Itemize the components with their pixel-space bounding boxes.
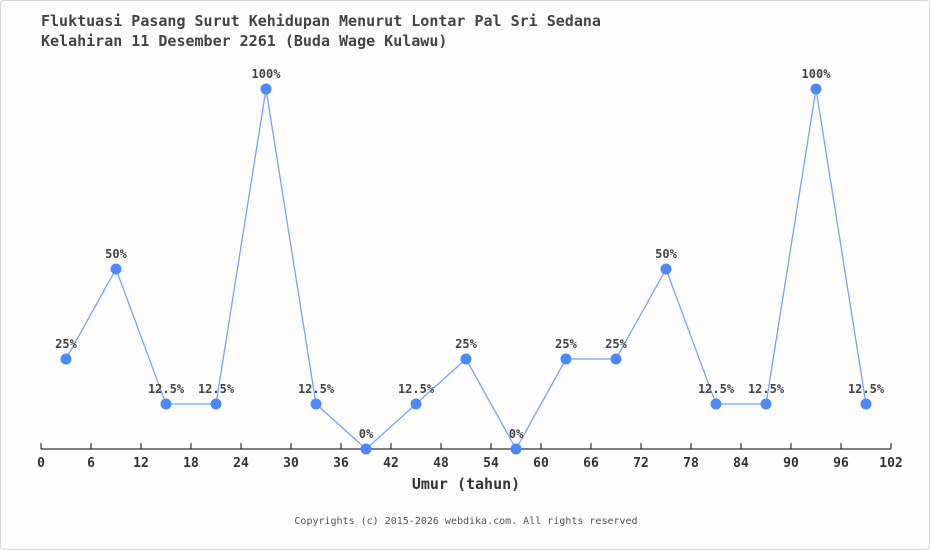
data-point [660,263,672,275]
data-point [360,443,372,455]
x-axis-tick-label: 84 [733,456,749,471]
x-axis-tick-label: 48 [433,456,449,471]
data-point [310,398,322,410]
data-point [60,353,72,365]
data-point-label: 100% [802,67,832,81]
data-point [210,398,222,410]
x-axis-tick-label: 30 [283,456,299,471]
data-point-label: 25% [555,337,577,351]
data-point [760,398,772,410]
data-point-label: 25% [55,337,77,351]
x-axis-tick-label: 12 [133,456,149,471]
chart-title-line2: Kelahiran 11 Desember 2261 (Buda Wage Ku… [41,32,448,50]
data-point-label: 0% [509,427,524,441]
chart-title: Fluktuasi Pasang Surut Kehidupan Menurut… [41,11,601,51]
data-point-label: 12.5% [398,382,435,396]
data-point [860,398,872,410]
data-point-label: 50% [105,247,127,261]
x-axis-tick-label: 24 [233,456,249,471]
x-axis-tick-label: 96 [833,456,849,471]
data-point-label: 25% [605,337,627,351]
x-axis-tick-label: 90 [783,456,799,471]
series-line [65,88,867,451]
data-point [510,443,522,455]
data-point-label: 12.5% [298,382,335,396]
x-axis-tick-label: 102 [879,456,902,471]
x-axis-tick-label: 0 [37,456,45,471]
x-axis-tick-label: 72 [633,456,649,471]
data-point-label: 12.5% [148,382,185,396]
data-point-label: 12.5% [848,382,885,396]
data-point-label: 25% [455,337,477,351]
copyright-text: Copyrights (c) 2015-2026 webdika.com. Al… [294,516,638,527]
data-point [110,263,122,275]
x-axis-title: Umur (tahun) [411,475,521,493]
x-axis-tick-label: 18 [183,456,199,471]
data-point-label: 0% [359,427,374,441]
data-point [160,398,172,410]
data-point-label: 50% [655,247,677,261]
x-axis-tick-label: 36 [333,456,349,471]
x-axis-tick-label: 42 [383,456,399,471]
x-axis-tick-label: 78 [683,456,699,471]
data-point-label: 100% [252,67,282,81]
x-axis-tick-label: 66 [583,456,599,471]
x-axis-tick-label: 60 [533,456,549,471]
data-point [260,83,272,95]
data-point [710,398,722,410]
data-point [460,353,472,365]
data-point-label: 12.5% [198,382,235,396]
x-axis-tick-label: 6 [87,456,95,471]
data-point [560,353,572,365]
data-point [810,83,822,95]
data-point [410,398,422,410]
chart-title-line1: Fluktuasi Pasang Surut Kehidupan Menurut… [41,12,601,30]
data-point [610,353,622,365]
data-point-label: 12.5% [698,382,735,396]
x-axis-tick-label: 54 [483,456,499,471]
data-point-label: 12.5% [748,382,785,396]
